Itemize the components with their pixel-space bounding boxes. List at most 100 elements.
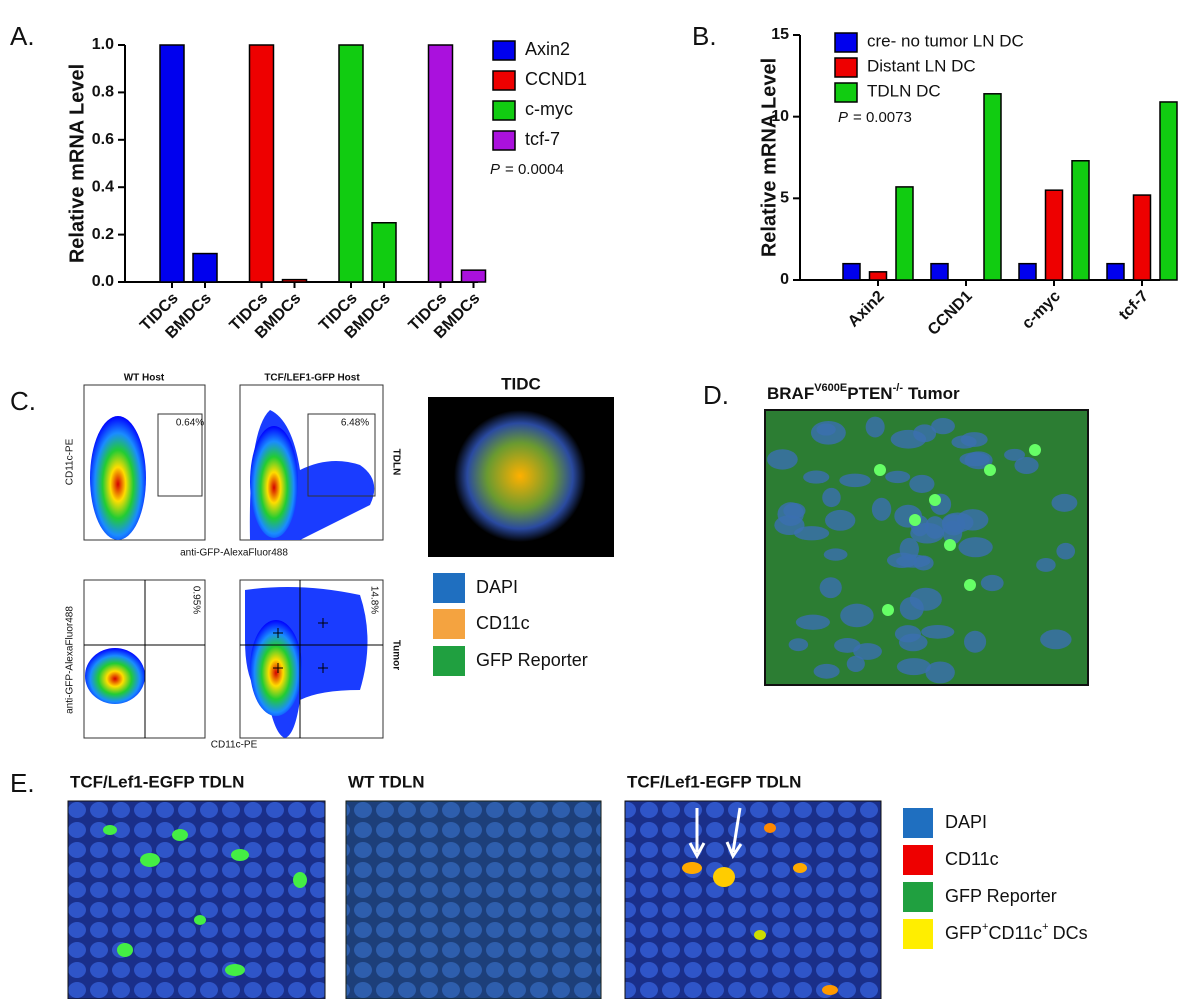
- x-tick-label: tcf-7: [1116, 288, 1152, 324]
- legend-swatch: [834, 32, 858, 53]
- legend-swatch: [492, 40, 516, 61]
- bar: [248, 44, 275, 283]
- legend-label: cre- no tumor LN DC: [867, 31, 1024, 50]
- nucleus: [1040, 629, 1072, 650]
- image-title: TCF/Lef1-EGFP TDLN: [70, 772, 244, 791]
- gfp-spot: [944, 539, 956, 551]
- nucleus: [865, 416, 885, 438]
- bar: [930, 262, 949, 281]
- legend-swatch: [903, 808, 933, 838]
- row-label: Tumor: [390, 640, 401, 670]
- bar: [1044, 189, 1064, 281]
- gfp-spot: [964, 579, 976, 591]
- legend-label: GFP Reporter: [945, 886, 1057, 906]
- nucleus: [840, 603, 874, 628]
- nucleus: [822, 487, 841, 508]
- bar: [159, 44, 185, 283]
- nucleus: [839, 473, 871, 488]
- y-tick-label: 10: [771, 108, 789, 125]
- bar: [1106, 262, 1125, 281]
- nucleus: [956, 509, 989, 531]
- panel-label: B.: [692, 21, 717, 51]
- title-part: PTEN: [847, 384, 892, 403]
- cell-image: [454, 410, 586, 542]
- y-tick-label: 15: [771, 26, 789, 43]
- nucleus: [767, 449, 798, 470]
- bar: [281, 278, 308, 283]
- axis-label: anti-GFP-AlexaFluor488: [180, 548, 288, 559]
- nuclei: [767, 416, 1078, 684]
- legend-swatch: [834, 82, 858, 103]
- flow-plots: WT Host TCF/LEF1-GFP Host 0.64% 6.48% TD…: [65, 373, 402, 751]
- nucleus: [896, 658, 931, 676]
- panel-label: D.: [703, 380, 729, 410]
- axis-label: CD11c-PE: [211, 740, 258, 751]
- nucleus: [959, 452, 990, 467]
- arrow: [688, 807, 743, 860]
- axis-label: anti-GFP-AlexaFluor488: [65, 606, 76, 714]
- nucleus: [951, 435, 977, 449]
- nucleus: [898, 633, 928, 652]
- legend-label: DAPI: [476, 577, 518, 597]
- legend-label: GFP+CD11c+ DCs: [945, 921, 1088, 943]
- nucleus: [890, 429, 927, 449]
- nucleus: [1051, 493, 1078, 512]
- nucleus: [803, 470, 830, 484]
- nucleus: [958, 537, 993, 558]
- legend-swatch: [492, 130, 516, 151]
- legend-swatch: [903, 882, 933, 912]
- bar: [842, 262, 861, 281]
- nucleus: [795, 614, 830, 630]
- panel-d: BRAFV600EPTEN-/- Tumor: [764, 382, 1089, 686]
- legend-swatch: [433, 646, 465, 676]
- bar: [895, 186, 914, 281]
- gfp-spot: [909, 514, 921, 526]
- micrograph: [624, 800, 882, 999]
- legend-label: GFP Reporter: [476, 650, 588, 670]
- flow-title: WT Host: [124, 373, 165, 384]
- x-tick-label: c-myc: [1019, 288, 1064, 333]
- nucleus: [871, 497, 892, 521]
- p-value: P = 0.0004: [490, 161, 564, 178]
- nucleus: [813, 663, 840, 679]
- legend-swatch: [492, 100, 516, 121]
- panel-label: E.: [10, 768, 35, 798]
- legend-label: DAPI: [945, 812, 987, 832]
- nucleus: [942, 520, 963, 545]
- x-tick-label: CCND1: [925, 288, 976, 339]
- legend-part: CD11c: [988, 923, 1042, 943]
- gate-value: 14.8%: [368, 586, 379, 614]
- panel-label: A.: [10, 21, 35, 51]
- gate: [307, 413, 376, 497]
- legend-label: CCND1: [525, 69, 587, 89]
- title-part: -/-: [893, 382, 904, 394]
- gfp-spot: [929, 494, 941, 506]
- title-part: Tumor: [908, 384, 960, 403]
- nucleus: [846, 655, 865, 673]
- p-symbol: P: [838, 109, 848, 126]
- legend-label: Axin2: [525, 39, 570, 59]
- legend-part: +: [982, 921, 988, 933]
- nucleus: [885, 470, 911, 484]
- bar: [1132, 194, 1152, 281]
- nucleus: [964, 630, 987, 653]
- bar: [868, 271, 888, 281]
- bar: [192, 252, 218, 283]
- y-axis-label: Relative mRNA Level: [758, 58, 780, 257]
- y-tick-label: 0.8: [92, 84, 114, 101]
- gfp-spot: [874, 464, 886, 476]
- dc-cells: [682, 823, 838, 995]
- title-part: V600E: [814, 382, 847, 394]
- legend-label: tcf-7: [525, 129, 560, 149]
- panel-e: TCF/Lef1-EGFP TDLN WT TDLN TCF/Lef1-EGFP…: [67, 772, 1088, 999]
- flow-density: [250, 426, 298, 538]
- micrograph-overlay: [346, 801, 601, 999]
- panel-labels: A. B. C. D. E.: [10, 21, 729, 798]
- y-tick-label: 0: [780, 271, 789, 288]
- tidc-panel: TIDC DAPI CD11c GFP Reporter: [428, 374, 614, 676]
- bar: [460, 269, 487, 283]
- nucleus: [819, 577, 842, 599]
- image-title: WT TDLN: [348, 772, 424, 791]
